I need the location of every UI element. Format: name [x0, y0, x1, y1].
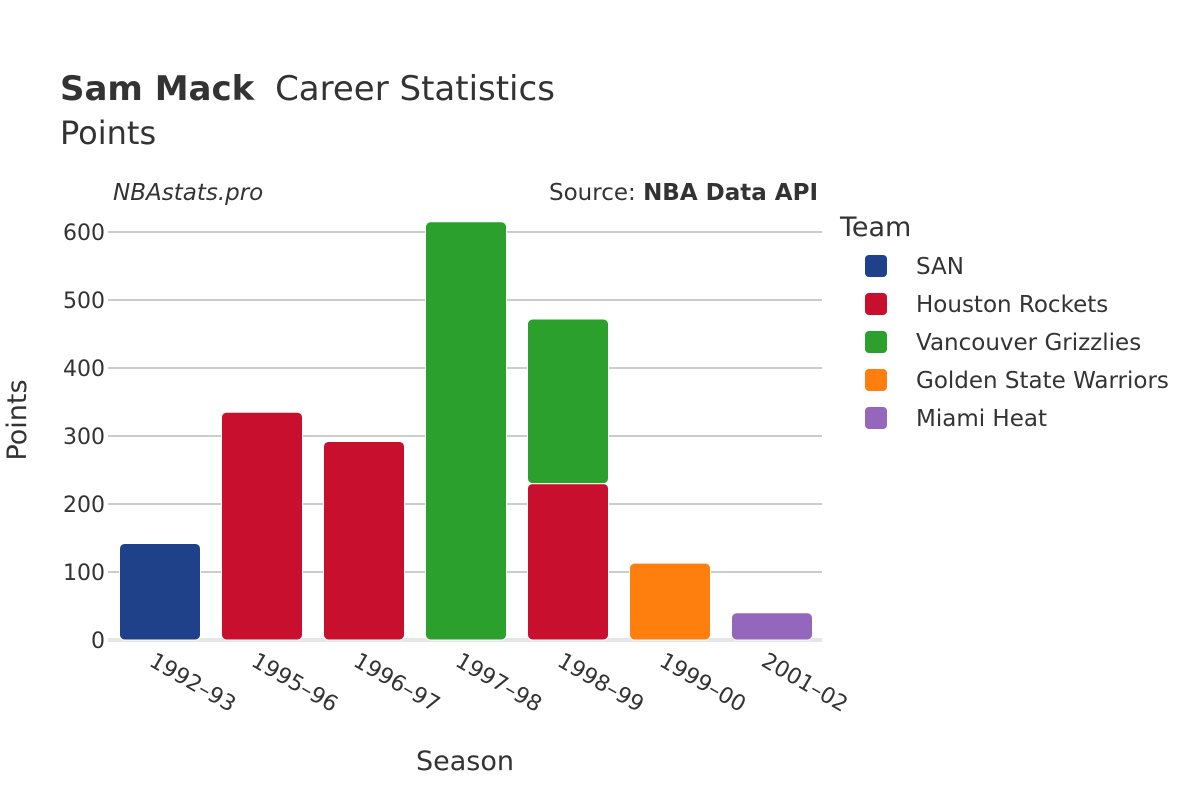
bar-miami-heat-2001-02	[731, 612, 813, 641]
chart-title: Sam Mack Career Statistics	[60, 69, 555, 109]
y-tick-label: 100	[63, 561, 105, 586]
legend-swatch-vancouver-grizzlies	[865, 331, 887, 353]
x-tick-label: 1996–97	[349, 649, 444, 718]
bar-san-1992-93	[119, 542, 201, 641]
legend-title: Team	[839, 212, 911, 243]
legend-label-vancouver-grizzlies: Vancouver Grizzlies	[916, 330, 1141, 356]
x-tick-label: 1995–96	[247, 649, 342, 718]
bar-golden-state-warriors-1999-00	[629, 562, 711, 641]
bar-houston-rockets-1998-99	[527, 483, 609, 641]
y-axis-title: Points	[2, 379, 33, 460]
y-tick-label: 300	[63, 425, 105, 450]
legend-label-houston-rockets: Houston Rockets	[916, 292, 1108, 318]
y-tick-label: 400	[63, 357, 105, 382]
x-tick-label: 1997–98	[451, 649, 546, 718]
y-tick-labels: 0 100 200 300 400 500 600	[63, 221, 105, 654]
x-tick-label: 1998–99	[553, 649, 648, 718]
y-tick-label: 500	[63, 289, 105, 314]
x-tick-labels: 1992–93 1995–96 1996–97 1997–98 1998–99 1999–…	[145, 649, 852, 718]
source-name: NBA Data API	[643, 180, 818, 206]
y-tick-label: 600	[63, 221, 105, 246]
bars	[119, 221, 813, 641]
bar-houston-rockets-1996-97	[323, 440, 405, 641]
source-credit: Source: NBA Data API	[549, 180, 818, 206]
legend-label-miami-heat: Miami Heat	[916, 406, 1047, 432]
y-tick-label: 0	[91, 629, 105, 654]
source-prefix: Source:	[549, 180, 643, 206]
bar-vancouver-grizzlies-1997-98	[425, 221, 507, 641]
legend: SAN Houston Rockets Vancouver Grizzlies Gol…	[865, 254, 1169, 432]
chart-title-suffix: Career Statistics	[275, 69, 555, 109]
legend-label-golden-state-warriors: Golden State Warriors	[916, 368, 1169, 394]
x-tick-label: 1992–93	[145, 649, 240, 718]
y-tick-label: 200	[63, 493, 105, 518]
x-axis-title: Season	[416, 746, 514, 777]
watermark: NBAstats.pro	[113, 180, 263, 206]
legend-swatch-golden-state-warriors	[865, 369, 887, 391]
legend-swatch-houston-rockets	[865, 293, 887, 315]
bar-houston-rockets-1995-96	[221, 411, 303, 641]
legend-swatch-miami-heat	[865, 407, 887, 429]
x-tick-label: 1999–00	[655, 649, 750, 718]
legend-swatch-san	[865, 255, 887, 277]
bar-vancouver-grizzlies-1998-99	[527, 318, 609, 485]
x-tick-label: 2001–02	[757, 649, 852, 718]
chart-title-player: Sam Mack	[60, 69, 256, 109]
chart-subtitle: Points	[60, 114, 156, 152]
legend-label-san: SAN	[916, 254, 964, 280]
